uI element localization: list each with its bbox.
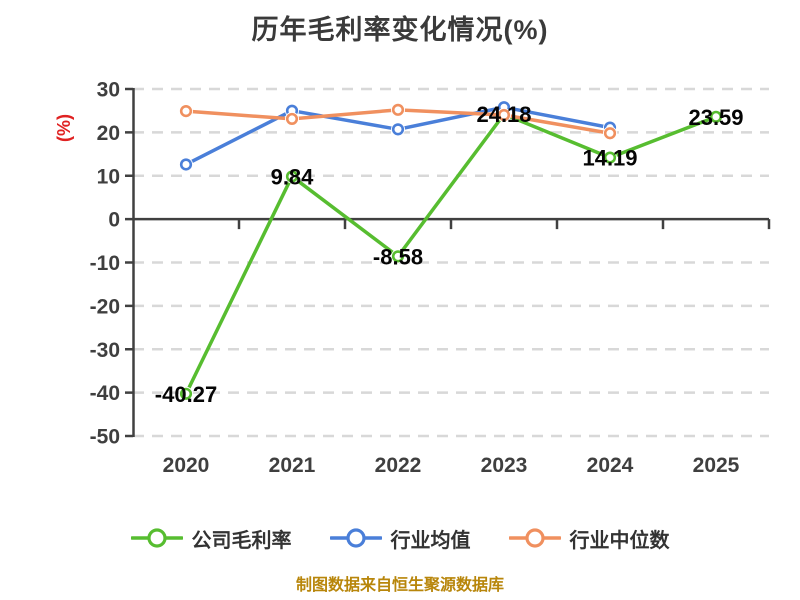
legend-item-industry-median[interactable]: 行业中位数 xyxy=(508,524,670,553)
y-tick-label: 0 xyxy=(108,209,120,232)
data-point-company-gross-margin[interactable] xyxy=(603,151,617,164)
series-line-company-gross-margin xyxy=(184,112,718,396)
data-label-company-gross-margin: 24.18 xyxy=(476,102,531,127)
chart-title: 历年毛利率变化情况(%) xyxy=(251,15,549,45)
y-axis-unit-label: (%) xyxy=(54,114,74,142)
y-tick-label: 10 xyxy=(97,165,120,188)
y-tick-label: -10 xyxy=(90,252,120,275)
data-point-industry-average[interactable] xyxy=(179,158,193,171)
data-point-company-gross-margin[interactable] xyxy=(391,250,405,263)
legend-item-company-gross-margin[interactable]: 公司毛利率 xyxy=(130,524,292,553)
data-point-industry-median[interactable] xyxy=(603,127,617,140)
data-point-industry-average[interactable] xyxy=(391,123,405,136)
x-tick-label: 2025 xyxy=(693,454,740,477)
legend-label: 公司毛利率 xyxy=(191,529,292,552)
y-tick-label: -20 xyxy=(90,295,120,318)
data-source-note: 制图数据来自恒生聚源数据库 xyxy=(295,577,504,594)
x-tick-label: 2021 xyxy=(269,454,316,477)
legend-label: 行业中位数 xyxy=(569,529,670,552)
line-chart: 30 20 10 0 -10 -20 -30 -40 -50 2020 2021 2022 2023 20… xyxy=(54,79,771,477)
data-label-company-gross-margin: 9.84 xyxy=(271,164,315,189)
x-tick-label: 2023 xyxy=(481,454,528,477)
data-point-company-gross-margin[interactable] xyxy=(179,387,193,400)
data-point-company-gross-margin[interactable] xyxy=(709,110,723,123)
data-label-company-gross-margin: 14.19 xyxy=(582,146,637,171)
y-tick-label: -30 xyxy=(90,339,120,362)
data-point-industry-median[interactable] xyxy=(391,103,405,116)
data-point-industry-median[interactable] xyxy=(497,108,511,122)
data-point-industry-median[interactable] xyxy=(285,112,299,126)
data-point-company-gross-margin[interactable] xyxy=(285,170,299,183)
y-tick-label: 30 xyxy=(97,79,120,102)
data-point-industry-median[interactable] xyxy=(179,105,193,118)
legend: 公司毛利率 行业均值 行业中位数 xyxy=(0,518,800,558)
company-gross-margin-marker-icon xyxy=(130,528,183,548)
y-tick-label: 20 xyxy=(97,122,120,145)
data-label-company-gross-margin: -8.58 xyxy=(373,244,423,269)
x-tick-label: 2024 xyxy=(587,454,634,477)
y-tick-label: -40 xyxy=(90,382,120,405)
legend-label: 行业均值 xyxy=(390,529,471,552)
industry-average-marker-icon xyxy=(329,528,382,548)
data-label-company-gross-margin: 23.59 xyxy=(688,105,743,130)
data-label-company-gross-margin: -40.27 xyxy=(155,382,217,407)
x-tick-label: 2020 xyxy=(163,454,210,477)
legend-item-industry-average[interactable]: 行业均值 xyxy=(329,524,471,553)
y-tick-label: -50 xyxy=(90,426,120,449)
industry-median-marker-icon xyxy=(508,528,561,548)
x-tick-label: 2022 xyxy=(375,454,422,477)
